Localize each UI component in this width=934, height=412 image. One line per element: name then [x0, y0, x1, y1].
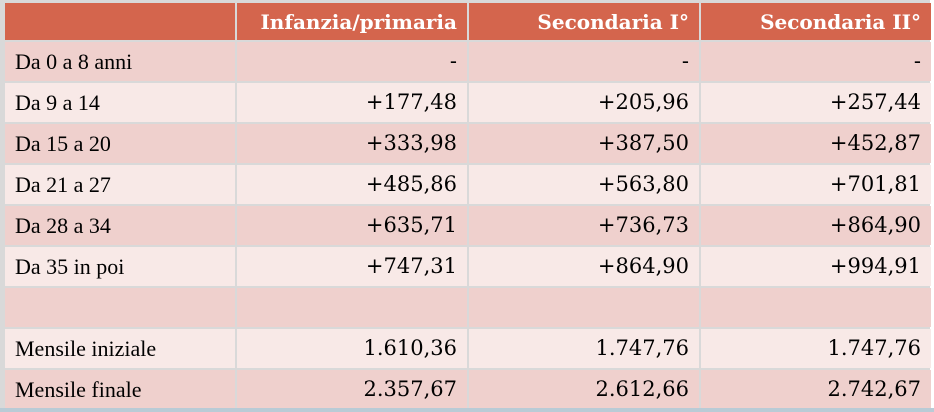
cell-secondaria-secondo: +864,90 [701, 206, 931, 245]
row-label: Da 15 a 20 [5, 124, 235, 163]
cell-secondaria-primo: - [469, 42, 699, 81]
row-label: Da 35 in poi [5, 247, 235, 286]
row-label: Da 28 a 34 [5, 206, 235, 245]
cell-secondaria-secondo: +701,81 [701, 165, 931, 204]
header-cell-secondaria-primo: Secondaria I° [469, 3, 699, 40]
cell-secondaria-primo: +736,73 [469, 206, 699, 245]
header-cell-empty [5, 3, 235, 40]
cell-infanzia-primaria: 2.357,67 [237, 370, 467, 409]
header-cell-infanzia-primaria: Infanzia/primaria [237, 3, 467, 40]
cell-infanzia-primaria: +485,86 [237, 165, 467, 204]
table-row: Da 21 a 27 +485,86 +563,80 +701,81 [5, 165, 931, 204]
cell-infanzia-primaria: +747,31 [237, 247, 467, 286]
cell-secondaria-secondo: 1.747,76 [701, 329, 931, 368]
cell-secondaria-primo: +387,50 [469, 124, 699, 163]
header-cell-secondaria-secondo: Secondaria II° [701, 3, 931, 40]
cell-infanzia-primaria: - [237, 42, 467, 81]
cell-infanzia-primaria [237, 288, 467, 327]
cell-infanzia-primaria: +635,71 [237, 206, 467, 245]
table-row: Mensile iniziale 1.610,36 1.747,76 1.747… [5, 329, 931, 368]
bottom-edge [0, 408, 934, 412]
cell-secondaria-secondo: +994,91 [701, 247, 931, 286]
table-row: Da 0 a 8 anni - - - [5, 42, 931, 81]
row-label: Da 0 a 8 anni [5, 42, 235, 81]
table-row: Da 9 a 14 +177,48 +205,96 +257,44 [5, 83, 931, 122]
cell-secondaria-secondo [701, 288, 931, 327]
cell-secondaria-primo: 2.612,66 [469, 370, 699, 409]
table-row: Da 15 a 20 +333,98 +387,50 +452,87 [5, 124, 931, 163]
cell-secondaria-secondo: +452,87 [701, 124, 931, 163]
cell-secondaria-primo: 1.747,76 [469, 329, 699, 368]
cell-infanzia-primaria: 1.610,36 [237, 329, 467, 368]
cell-secondaria-primo: +864,90 [469, 247, 699, 286]
table-row: Da 35 in poi +747,31 +864,90 +994,91 [5, 247, 931, 286]
cell-secondaria-secondo: - [701, 42, 931, 81]
salary-table: Infanzia/primaria Secondaria I° Secondar… [3, 1, 933, 411]
table-row-empty [5, 288, 931, 327]
cell-secondaria-primo: +563,80 [469, 165, 699, 204]
cell-secondaria-secondo: +257,44 [701, 83, 931, 122]
cell-secondaria-primo [469, 288, 699, 327]
header-row: Infanzia/primaria Secondaria I° Secondar… [5, 3, 931, 40]
row-label: Mensile iniziale [5, 329, 235, 368]
row-label [5, 288, 235, 327]
cell-secondaria-secondo: 2.742,67 [701, 370, 931, 409]
row-label: Da 21 a 27 [5, 165, 235, 204]
cell-infanzia-primaria: +333,98 [237, 124, 467, 163]
table-row: Da 28 a 34 +635,71 +736,73 +864,90 [5, 206, 931, 245]
table-row: Mensile finale 2.357,67 2.612,66 2.742,6… [5, 370, 931, 409]
row-label: Da 9 a 14 [5, 83, 235, 122]
row-label: Mensile finale [5, 370, 235, 409]
cell-infanzia-primaria: +177,48 [237, 83, 467, 122]
cell-secondaria-primo: +205,96 [469, 83, 699, 122]
